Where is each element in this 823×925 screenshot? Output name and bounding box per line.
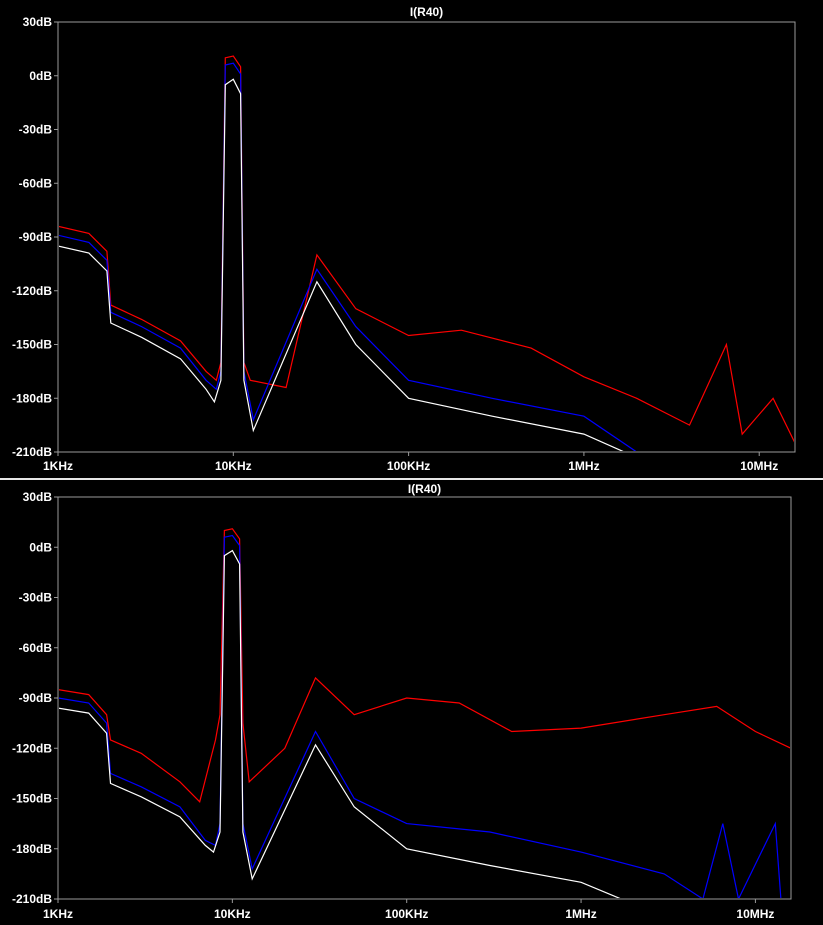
y-tick-label: -180dB (12, 842, 52, 856)
trace-white[interactable] (58, 549, 621, 899)
y-tick-label: 0dB (29, 540, 52, 554)
x-tick-label: 100KHz (387, 459, 430, 473)
y-tick-label: 30dB (23, 15, 53, 29)
x-tick-label: 1KHz (43, 459, 73, 473)
x-tick-label: 1MHz (565, 907, 596, 921)
y-tick-label: -60dB (19, 641, 53, 655)
x-tick-label: 10MHz (736, 907, 774, 921)
y-tick-label: -180dB (12, 391, 52, 405)
y-tick-label: -90dB (19, 691, 53, 705)
x-tick-label: 10KHz (214, 907, 251, 921)
trace-red[interactable] (58, 528, 791, 803)
plot-title[interactable]: I(R40) (408, 482, 441, 496)
top-plot-svg[interactable]: I(R40) 30dB 0dB -30dB -60dB -90dB -120dB -150dB… (0, 0, 823, 478)
y-tick-label: -210dB (12, 892, 52, 906)
plot-frame (57, 21, 796, 453)
trace-white[interactable] (58, 78, 624, 452)
y-tick-label: -150dB (12, 338, 52, 352)
bottom-plot-svg[interactable]: I(R40) 30dB 0dB -30dB -60dB -90dB -120dB -150dB… (0, 480, 823, 925)
y-tick-label: -150dB (12, 792, 52, 806)
y-tick-label: -60dB (19, 176, 53, 190)
plot-frame (57, 496, 792, 900)
bottom-plot-pane[interactable]: I(R40) 30dB 0dB -30dB -60dB -90dB -120dB -150dB… (0, 480, 823, 925)
y-tick-label: -30dB (19, 123, 53, 137)
y-tick-label: -30dB (19, 591, 53, 605)
x-tick-label: 100KHz (385, 907, 428, 921)
y-tick-label: -120dB (12, 741, 52, 755)
x-tick-label: 10MHz (740, 459, 778, 473)
y-tick-label: -90dB (19, 230, 53, 244)
y-tick-label: -210dB (12, 445, 52, 459)
trace-red[interactable] (58, 55, 795, 443)
x-tick-label: 1KHz (43, 907, 73, 921)
trace-blue[interactable] (58, 62, 637, 452)
x-tick-label: 1MHz (568, 459, 599, 473)
y-tick-label: -120dB (12, 284, 52, 298)
y-tick-label: 30dB (23, 490, 53, 504)
y-tick-label: 0dB (29, 69, 52, 83)
x-tick-label: 10KHz (215, 459, 252, 473)
trace-blue[interactable] (58, 534, 782, 900)
pane-divider[interactable] (0, 478, 823, 480)
plot-title[interactable]: I(R40) (410, 5, 443, 19)
top-plot-pane[interactable]: I(R40) 30dB 0dB -30dB -60dB -90dB -120dB -150dB… (0, 0, 823, 478)
